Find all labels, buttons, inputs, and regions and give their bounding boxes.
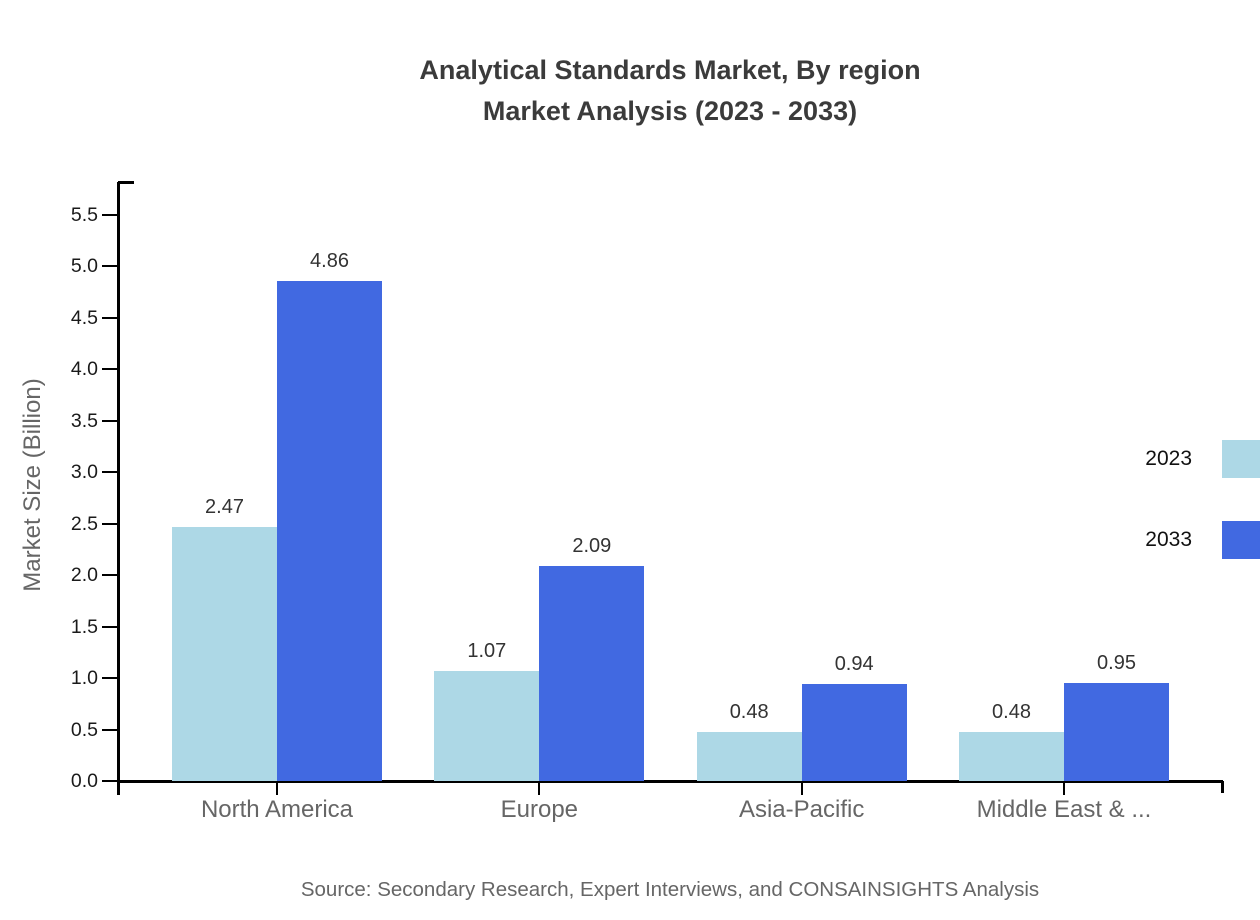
y-axis-tick-label: 3.0 (70, 461, 98, 484)
y-axis-tick-label: 1.0 (70, 667, 98, 690)
y-axis-tick-label: 5.5 (70, 204, 98, 226)
chart-title-line1: Analytical Standards Market, By region (419, 55, 921, 85)
x-axis-tick (800, 781, 803, 795)
bar-value-label: 0.95 (1097, 652, 1136, 675)
x-axis-spine (117, 780, 1223, 783)
y-axis-tick-label: 3.5 (70, 409, 98, 432)
x-category-label: North America (200, 796, 354, 823)
y-axis-tick-label: 5.0 (70, 255, 98, 278)
bar-2023-2 (696, 731, 802, 781)
bar-2023-1 (434, 670, 540, 781)
y-axis-tick (102, 677, 118, 680)
y-axis-tick-label: 4.0 (70, 358, 98, 381)
bar-2033-1 (539, 565, 645, 781)
y-axis-tick (102, 368, 118, 371)
x-axis-tick (276, 781, 278, 795)
bar-2023-3 (958, 731, 1064, 781)
bar-value-label: 2.47 (205, 495, 244, 518)
bar-2033-0 (277, 280, 382, 781)
bar-2033-3 (1063, 683, 1169, 781)
x-category-label: Asia-Pacific (738, 796, 865, 823)
legend-swatch-2023 (1222, 440, 1260, 478)
bar-value-label: 0.94 (834, 653, 874, 676)
y-axis-tick (102, 316, 118, 319)
y-axis-tick (102, 265, 118, 268)
y-axis-tick-label: 4.5 (70, 306, 98, 329)
y-axis-tick (102, 625, 118, 628)
source-attribution: Source: Secondary Research, Expert Inter… (300, 878, 1040, 901)
x-axis-tick (1062, 781, 1065, 795)
y-axis-tick (102, 574, 118, 577)
x-category-label: Europe (500, 796, 579, 823)
x-category-label: Middle East & ... (976, 796, 1152, 823)
y-axis-tick (102, 214, 118, 216)
chart-title: Analytical Standards Market, By region M… (80, 50, 1260, 132)
x-axis-tick (538, 781, 541, 795)
y-axis-tick (102, 780, 118, 782)
bar-value-label: 4.86 (310, 249, 349, 272)
bar-2033-2 (801, 684, 907, 781)
y-axis-tick-label: 2.5 (70, 512, 98, 535)
bar-value-label: 2.09 (572, 534, 612, 557)
y-axis-tick-label: 1.5 (70, 615, 98, 638)
y-axis-spine (117, 182, 120, 795)
legend-label-2033: 2033 (1145, 528, 1192, 551)
bar-value-label: 0.48 (729, 700, 769, 723)
chart-title-line2: Market Analysis (2023 - 2033) (482, 96, 858, 126)
y-axis-tick (102, 471, 118, 474)
y-axis-tick-label: 0.5 (70, 718, 98, 741)
x-axis-end-cap (1221, 781, 1224, 793)
y-axis-end-cap (118, 181, 134, 184)
y-axis-tick-label: 0.0 (70, 770, 98, 792)
y-axis-tick-label: 2.0 (70, 564, 98, 587)
bar-value-label: 0.48 (992, 700, 1031, 723)
y-axis-tick (102, 419, 118, 422)
bar-2023-0 (172, 526, 277, 781)
y-axis-tick (102, 522, 118, 525)
y-axis-tick (102, 728, 118, 731)
legend-swatch-2033 (1222, 521, 1260, 559)
legend-label-2023: 2023 (1145, 447, 1192, 470)
bar-value-label: 1.07 (467, 639, 507, 662)
